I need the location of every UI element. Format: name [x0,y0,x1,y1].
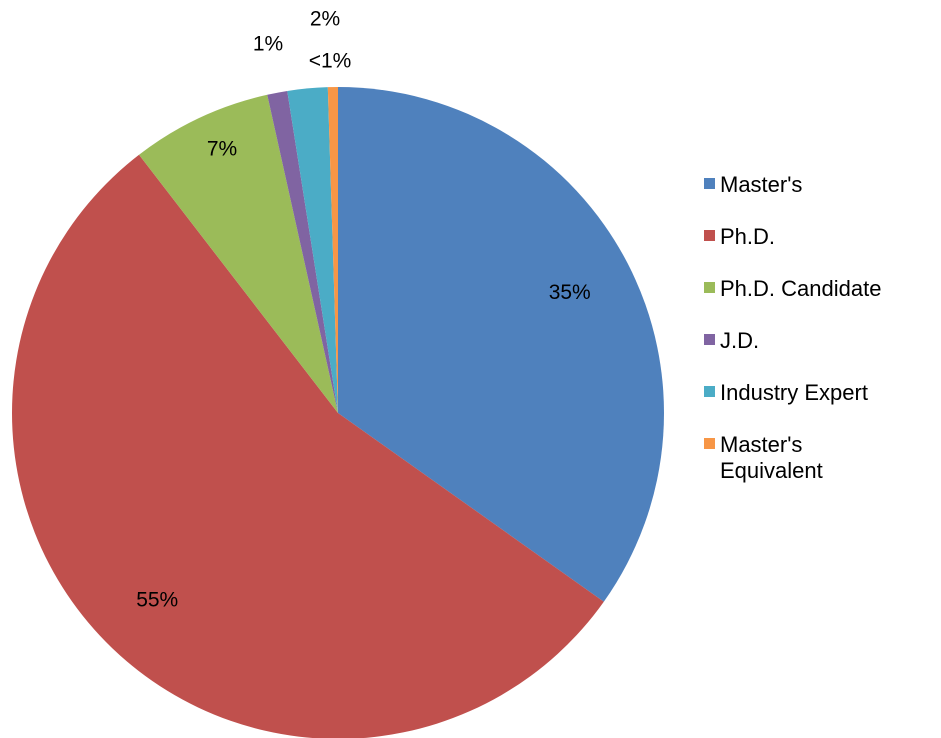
legend-swatch [704,386,715,397]
data-label: 35% [549,281,591,304]
legend-item: Master's Equivalent [704,432,894,484]
pie-slice [327,87,338,413]
legend: Master's Ph.D. Ph.D. Candidate J.D. Industry… [704,172,894,510]
legend-swatch [704,438,715,449]
pie-slice [139,94,338,413]
pie-slice [287,87,338,413]
legend-swatch [704,282,715,293]
legend-label: Ph.D. [720,224,776,249]
data-label: 7% [207,138,237,161]
legend-label: Master's Equivalent [720,432,823,483]
legend-label: Industry Expert [720,380,868,405]
pie-slice [338,87,665,602]
data-label: <1% [309,50,352,73]
legend-item: Ph.D. [704,224,894,250]
legend-swatch [704,334,715,345]
data-label: 2% [310,8,340,31]
legend-item: J.D. [704,328,894,354]
pie-slice [267,90,338,413]
legend-swatch [704,178,715,189]
legend-label: Master's [720,172,803,197]
data-label: 1% [253,33,283,56]
legend-label: J.D. [720,328,760,353]
legend-swatch [704,230,715,241]
legend-label: Ph.D. Candidate [720,276,882,301]
data-label: 55% [136,589,178,612]
legend-item: Ph.D. Candidate [704,276,894,302]
pie-slice [12,154,604,738]
legend-item: Master's [704,172,894,198]
legend-item: Industry Expert [704,380,894,406]
